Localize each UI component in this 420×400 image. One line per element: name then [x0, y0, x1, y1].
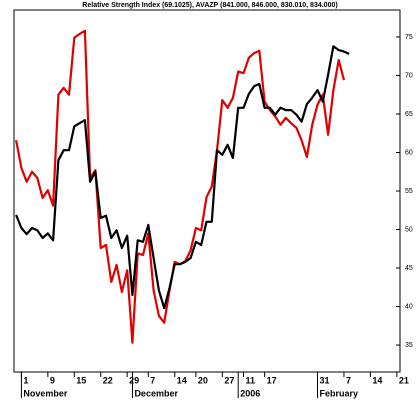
x-tick-label: 27: [224, 375, 234, 385]
y-tick-label: 55: [405, 188, 413, 195]
month-label: November: [23, 388, 68, 398]
y-tick-label: 70: [405, 72, 413, 79]
x-tick-label: 17: [267, 375, 277, 385]
y-tick-label: 35: [405, 342, 413, 349]
x-tick-label: 14: [372, 375, 382, 385]
y-tick-label: 45: [405, 265, 413, 272]
x-tick-label: 11: [245, 375, 255, 385]
x-tick-label: 22: [103, 375, 113, 385]
x-tick-label: 31: [320, 375, 330, 385]
x-tick-label: 21: [399, 375, 409, 385]
x-tick-label: 1: [23, 375, 28, 385]
rsi-line: [15, 45, 350, 310]
x-tick-label: 7: [150, 375, 155, 385]
y-tick-label: 60: [405, 149, 413, 156]
x-tick-label: 29: [129, 375, 139, 385]
x-tick-label: 9: [50, 375, 55, 385]
month-label: February: [320, 388, 359, 398]
y-tick-label: 75: [405, 34, 413, 41]
x-tick-label: 7: [346, 375, 351, 385]
month-label: December: [134, 388, 178, 398]
x-tick-label: 14: [177, 375, 187, 385]
x-tick-label: 15: [76, 375, 86, 385]
y-tick-label: 50: [405, 226, 413, 233]
y-tick-label: 65: [405, 111, 413, 118]
x-tick-label: 20: [198, 375, 208, 385]
y-tick-label: 40: [405, 303, 413, 310]
month-label: 2006: [240, 388, 260, 398]
chart-title: Relative Strength Index (69.1025), AVAZP…: [82, 2, 337, 9]
rsi-line: [15, 29, 346, 344]
